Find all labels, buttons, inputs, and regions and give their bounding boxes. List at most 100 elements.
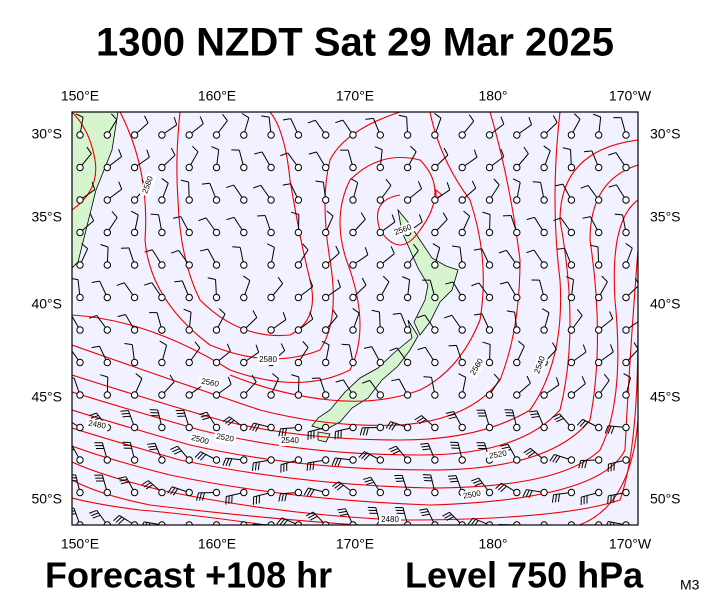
station xyxy=(432,489,438,495)
barb-feather xyxy=(59,418,65,423)
station xyxy=(404,164,410,170)
station xyxy=(268,424,274,430)
station xyxy=(514,132,520,138)
barb-feather xyxy=(449,478,457,479)
station xyxy=(541,132,547,138)
station xyxy=(350,457,356,463)
station xyxy=(323,197,329,203)
station xyxy=(186,489,192,495)
station xyxy=(568,294,574,300)
station xyxy=(377,132,383,138)
station xyxy=(131,359,137,365)
barb-feather xyxy=(151,214,159,215)
station xyxy=(186,197,192,203)
station xyxy=(295,359,301,365)
station xyxy=(241,294,247,300)
barb-feather xyxy=(342,344,350,345)
station xyxy=(514,197,520,203)
station xyxy=(131,489,137,495)
lat-label-left: 50°S xyxy=(31,491,62,507)
station xyxy=(596,229,602,235)
station xyxy=(404,132,410,138)
station xyxy=(377,164,383,170)
station xyxy=(186,424,192,430)
station xyxy=(104,392,110,398)
barb-feather xyxy=(232,247,240,248)
contour-label-text: 2540 xyxy=(281,436,299,445)
barb-feather xyxy=(63,314,71,316)
station xyxy=(350,327,356,333)
barb-feather xyxy=(170,527,171,535)
barb-feather xyxy=(228,528,229,536)
forecast-label: Forecast +108 hr xyxy=(45,555,332,596)
barb-feather xyxy=(611,495,612,503)
barb-staff xyxy=(554,525,571,529)
station xyxy=(486,392,492,398)
station xyxy=(432,197,438,203)
station xyxy=(295,457,301,463)
station xyxy=(596,132,602,138)
station xyxy=(186,392,192,398)
barb-feather xyxy=(582,527,583,535)
station xyxy=(77,294,83,300)
station xyxy=(295,164,301,170)
station xyxy=(623,359,629,365)
station xyxy=(213,132,219,138)
station xyxy=(350,359,356,365)
barb-feather xyxy=(615,214,623,215)
station xyxy=(77,424,83,430)
station xyxy=(268,262,274,268)
station xyxy=(323,294,329,300)
barb-feather xyxy=(64,444,72,446)
lon-label-top: 150°E xyxy=(61,88,99,104)
lat-label-left: 45°S xyxy=(31,389,62,405)
station xyxy=(377,294,383,300)
barb-feather xyxy=(638,312,641,320)
station xyxy=(596,327,602,333)
station xyxy=(377,424,383,430)
station xyxy=(486,327,492,333)
station xyxy=(377,327,383,333)
station xyxy=(104,197,110,203)
station xyxy=(213,489,219,495)
station xyxy=(131,424,137,430)
barb-feather xyxy=(533,182,541,183)
barb-feather xyxy=(64,421,70,426)
station xyxy=(350,262,356,268)
station xyxy=(159,197,165,203)
station xyxy=(596,197,602,203)
station xyxy=(350,294,356,300)
station xyxy=(568,164,574,170)
station xyxy=(159,457,165,463)
station xyxy=(568,489,574,495)
station xyxy=(541,164,547,170)
lon-label-top: 180° xyxy=(479,88,508,104)
station xyxy=(623,392,629,398)
station xyxy=(486,489,492,495)
station xyxy=(568,262,574,268)
station xyxy=(77,457,83,463)
station xyxy=(541,229,547,235)
station xyxy=(404,457,410,463)
station xyxy=(268,229,274,235)
station xyxy=(404,489,410,495)
barb-feather xyxy=(173,527,174,535)
station xyxy=(404,359,410,365)
station xyxy=(323,327,329,333)
station xyxy=(541,294,547,300)
barb-feather xyxy=(529,528,530,536)
station xyxy=(268,457,274,463)
station xyxy=(432,164,438,170)
station xyxy=(514,229,520,235)
station xyxy=(514,164,520,170)
station xyxy=(241,164,247,170)
station xyxy=(514,424,520,430)
station xyxy=(541,262,547,268)
station xyxy=(104,262,110,268)
station xyxy=(268,164,274,170)
station xyxy=(131,164,137,170)
station xyxy=(568,229,574,235)
station xyxy=(486,262,492,268)
contour-label-text: 2480 xyxy=(381,515,399,524)
